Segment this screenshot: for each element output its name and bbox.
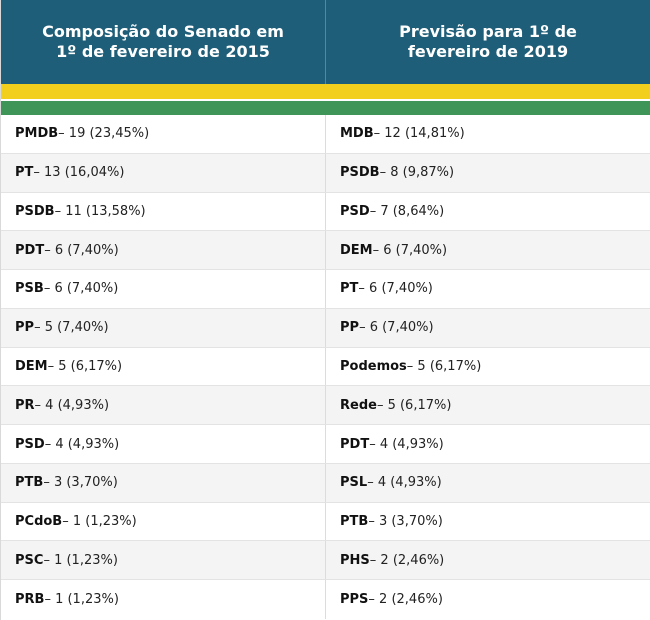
party-seats: – 4 (4,93%): [34, 397, 110, 413]
party-name: PPS: [340, 592, 369, 608]
party-seats: – 8 (9,87%): [379, 165, 455, 181]
party-name: PP: [15, 320, 35, 336]
party-seats: – 7 (8,64%): [369, 203, 445, 219]
party-name: PDT: [340, 436, 370, 452]
party-name: PSL: [340, 475, 368, 491]
party-seats: – 6 (7,40%): [44, 242, 119, 258]
party-seats: – 4 (4,93%): [367, 475, 442, 491]
cell-2015: PR – 4 (4,93%): [1, 386, 325, 424]
party-seats: – 4 (4,93%): [44, 436, 120, 452]
cell-2019: DEM – 6 (7,40%): [325, 231, 650, 270]
party-name: DEM: [15, 358, 48, 374]
cell-2015: PSB – 6 (7,40%): [1, 270, 325, 308]
white-stripe: [1, 99, 650, 101]
table-row: PSD – 4 (4,93%) PDT – 4 (4,93%): [1, 425, 650, 464]
table-body: PMDB – 19 (23,45%) MDB – 12 (14,81%) PT – …: [1, 115, 650, 619]
party-seats: – 5 (6,17%): [406, 358, 482, 374]
party-name: PRB: [15, 592, 45, 608]
party-name: PSD: [15, 436, 45, 452]
party-name: PP: [340, 320, 360, 336]
party-seats: – 6 (7,40%): [359, 320, 434, 336]
party-seats: – 13 (16,04%): [33, 165, 125, 181]
cell-2019: PSD – 7 (8,64%): [325, 192, 650, 231]
cell-2015: DEM – 5 (6,17%): [1, 348, 325, 386]
party-name: PSD: [340, 203, 370, 219]
party-seats: – 3 (3,70%): [43, 475, 118, 491]
table-row: PP – 5 (7,40%) PP – 6 (7,40%): [1, 308, 650, 348]
table-row: PR – 4 (4,93%) Rede – 5 (6,17%): [1, 386, 650, 426]
yellow-stripe: [1, 84, 650, 99]
party-seats: – 5 (6,17%): [47, 358, 123, 374]
party-name: DEM: [340, 242, 373, 258]
cell-2019: Rede – 5 (6,17%): [325, 386, 650, 425]
party-seats: – 1 (1,23%): [62, 514, 137, 530]
party-seats: – 1 (1,23%): [44, 592, 119, 608]
table-row: PSDB – 11 (13,58%) PSD – 7 (8,64%): [1, 192, 650, 232]
party-seats: – 2 (2,46%): [369, 552, 445, 568]
party-name: PSDB: [340, 165, 380, 181]
party-name: PDT: [15, 242, 45, 258]
party-name: PR: [15, 397, 35, 413]
party-seats: – 6 (7,40%): [358, 281, 433, 297]
table-row: PCdoB – 1 (1,23%) PTB – 3 (3,70%): [1, 502, 650, 542]
party-name: PSC: [15, 552, 44, 568]
cell-2015: PRB – 1 (1,23%): [1, 580, 325, 619]
cell-2015: PCdoB – 1 (1,23%): [1, 503, 325, 541]
party-seats: – 12 (14,81%): [373, 126, 465, 142]
party-seats: – 6 (7,40%): [43, 281, 119, 297]
party-name: Podemos: [340, 358, 407, 374]
cell-2015: PT – 13 (16,04%): [1, 154, 325, 192]
table-row: PRB – 1 (1,23%) PPS – 2 (2,46%): [1, 580, 650, 619]
party-name: PT: [340, 281, 359, 297]
party-name: PTB: [15, 475, 44, 491]
cell-2019: PHS – 2 (2,46%): [325, 541, 650, 580]
cell-2019: MDB – 12 (14,81%): [325, 115, 650, 153]
cell-2015: PTB – 3 (3,70%): [1, 464, 325, 502]
cell-2019: PT – 6 (7,40%): [325, 270, 650, 308]
party-seats: – 4 (4,93%): [369, 436, 444, 452]
party-seats: – 19 (23,45%): [58, 126, 150, 142]
cell-2015: PDT – 6 (7,40%): [1, 231, 325, 269]
cell-2015: PSDB – 11 (13,58%): [1, 193, 325, 231]
cell-2019: PP – 6 (7,40%): [325, 308, 650, 347]
table-row: PMDB – 19 (23,45%) MDB – 12 (14,81%): [1, 115, 650, 154]
table-header: Composição do Senado em 1º de fevereiro …: [1, 0, 650, 84]
party-seats: – 5 (7,40%): [34, 320, 109, 336]
party-seats: – 11 (13,58%): [54, 203, 146, 219]
party-name: PMDB: [15, 126, 59, 142]
table-row: PDT – 6 (7,40%) DEM – 6 (7,40%): [1, 231, 650, 271]
cell-2019: PDT – 4 (4,93%): [325, 425, 650, 463]
header-2019: Previsão para 1º de fevereiro de 2019: [325, 0, 650, 84]
cell-2015: PMDB – 19 (23,45%): [1, 115, 325, 153]
table-row: PSB – 6 (7,40%) PT – 6 (7,40%): [1, 270, 650, 309]
party-seats: – 6 (7,40%): [372, 242, 448, 258]
party-seats: – 2 (2,46%): [368, 592, 443, 608]
table-row: PT – 13 (16,04%) PSDB – 8 (9,87%): [1, 153, 650, 193]
table-row: PTB – 3 (3,70%) PSL – 4 (4,93%): [1, 463, 650, 503]
cell-2015: PP – 5 (7,40%): [1, 309, 325, 347]
party-name: PTB: [340, 514, 369, 530]
party-seats: – 3 (3,70%): [368, 514, 443, 530]
cell-2019: PSDB – 8 (9,87%): [325, 153, 650, 192]
cell-2015: PSD – 4 (4,93%): [1, 425, 325, 463]
party-seats: – 1 (1,23%): [43, 552, 118, 568]
cell-2019: PPS – 2 (2,46%): [325, 580, 650, 619]
green-stripe: [1, 101, 650, 115]
cell-2019: PSL – 4 (4,93%): [325, 463, 650, 502]
party-name: Rede: [340, 397, 377, 413]
party-name: MDB: [340, 126, 374, 142]
party-name: PHS: [340, 552, 370, 568]
party-name: PT: [15, 165, 34, 181]
cell-2019: PTB – 3 (3,70%): [325, 502, 650, 541]
party-seats: – 5 (6,17%): [376, 397, 452, 413]
party-name: PSDB: [15, 203, 55, 219]
cell-2015: PSC – 1 (1,23%): [1, 541, 325, 579]
party-name: PCdoB: [15, 514, 63, 530]
cell-2019: Podemos – 5 (6,17%): [325, 347, 650, 386]
header-2015: Composição do Senado em 1º de fevereiro …: [42, 22, 284, 61]
party-name: PSB: [15, 281, 44, 297]
table-row: DEM – 5 (6,17%) Podemos – 5 (6,17%): [1, 347, 650, 387]
table-row: PSC – 1 (1,23%) PHS – 2 (2,46%): [1, 541, 650, 581]
